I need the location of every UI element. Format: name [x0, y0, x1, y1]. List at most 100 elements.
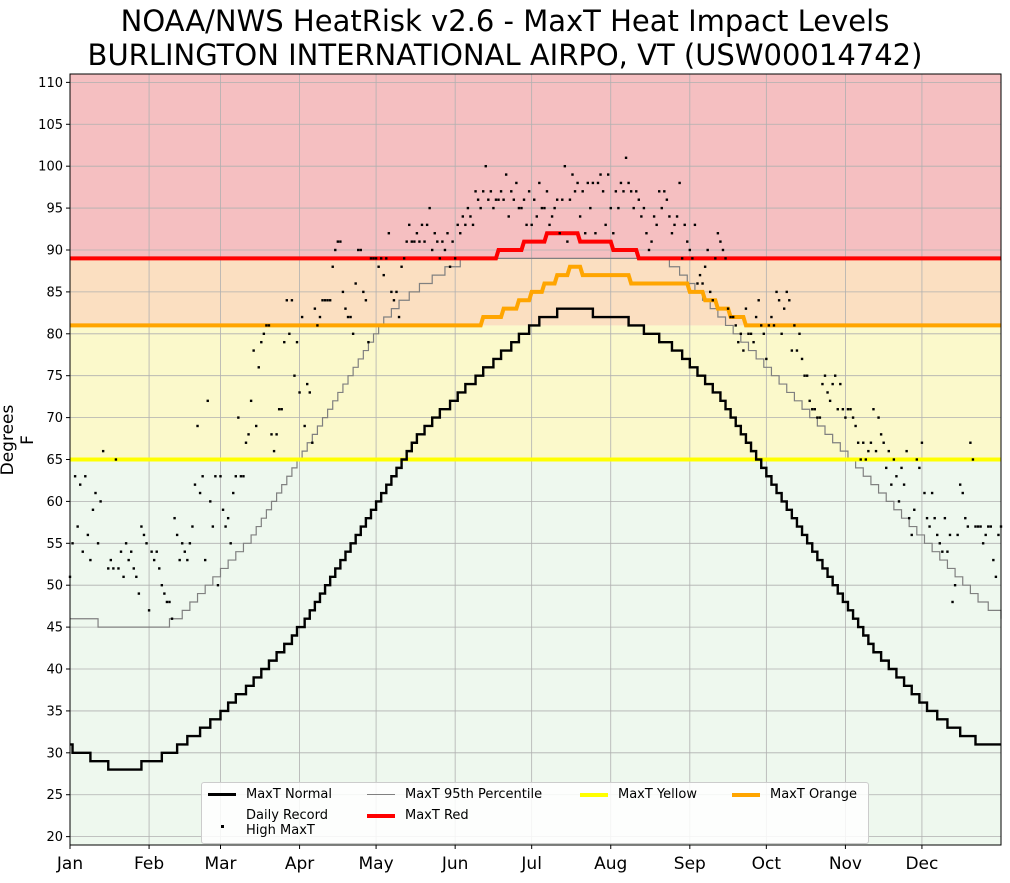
record-high-point [303, 424, 306, 428]
record-high-point [887, 449, 890, 453]
record-high-point [752, 340, 755, 344]
record-high-point [987, 525, 990, 528]
record-high-point [451, 240, 454, 243]
legend-entry-normal: MaxT Normal [208, 787, 332, 802]
record-high-point [821, 382, 824, 386]
legend-entry-yellow: MaxT Yellow [580, 787, 697, 802]
record-high-point [749, 332, 753, 335]
x-tick-label: Jan [56, 854, 83, 874]
record-high-point [652, 215, 656, 218]
record-high-point [953, 584, 957, 587]
record-high-point [446, 232, 449, 235]
record-high-point [170, 617, 174, 620]
record-high-point [834, 374, 837, 377]
record-high-point [658, 190, 661, 193]
record-high-point [413, 240, 416, 243]
legend-label-record-line1: Daily Record [246, 808, 328, 823]
record-high-point [663, 190, 666, 193]
record-high-point [453, 257, 457, 260]
record-high-point [328, 299, 332, 302]
record-high-point [79, 483, 82, 486]
record-high-point [290, 299, 294, 302]
record-high-point [586, 181, 589, 185]
record-high-point [234, 475, 237, 478]
record-high-point [660, 206, 663, 210]
record-high-point [655, 223, 658, 227]
record-high-point [545, 190, 549, 193]
record-high-point [405, 240, 408, 243]
legend-label-normal: MaxT Normal [246, 787, 332, 802]
record-high-point [367, 340, 370, 344]
record-high-point [913, 508, 916, 511]
x-tick-label: Nov [829, 854, 862, 874]
record-high-point [203, 558, 207, 562]
record-high-point [701, 282, 704, 285]
record-high-point [308, 391, 311, 394]
record-high-point [762, 332, 765, 335]
record-high-point [879, 433, 883, 436]
record-high-point [680, 257, 684, 260]
record-high-point [686, 240, 689, 243]
record-high-point [635, 190, 638, 193]
record-high-point [640, 215, 643, 218]
record-high-point [456, 223, 459, 227]
record-high-point [530, 223, 533, 227]
record-high-point [311, 441, 314, 444]
record-high-point [147, 609, 151, 612]
record-high-point [566, 240, 569, 243]
record-high-point [885, 466, 888, 470]
record-high-point [443, 248, 447, 252]
record-high-point [461, 215, 465, 218]
record-high-point [160, 584, 164, 587]
record-high-point [892, 458, 896, 461]
record-high-point [788, 299, 791, 302]
record-high-point [688, 248, 692, 252]
record-high-point [729, 315, 732, 319]
record-high-point [326, 299, 329, 302]
record-high-point [831, 382, 834, 386]
record-high-point [691, 257, 694, 260]
legend-entry-p95: MaxT 95th Percentile [367, 787, 542, 802]
record-high-point [476, 198, 480, 201]
record-high-point [553, 206, 556, 210]
record-high-point [155, 550, 158, 553]
record-high-point [548, 223, 551, 227]
record-high-point [719, 240, 722, 243]
record-high-point [145, 542, 148, 545]
legend-label-p95: MaxT 95th Percentile [405, 787, 543, 802]
record-high-point [790, 349, 794, 352]
record-high-point [359, 248, 362, 252]
record-high-point [242, 475, 245, 478]
record-high-point [606, 173, 610, 176]
record-high-point [576, 181, 579, 185]
x-tick-label: Sep [674, 854, 706, 874]
x-tick-label: Jul [520, 854, 542, 874]
record-high-point [469, 215, 472, 218]
record-high-point [522, 198, 526, 201]
record-high-point [504, 173, 508, 176]
record-high-point [780, 332, 783, 335]
y-tick-label: 60 [46, 495, 63, 510]
record-high-point [785, 290, 788, 294]
record-high-point [561, 198, 564, 201]
record-high-point [591, 181, 595, 185]
record-high-point [369, 257, 373, 260]
record-high-point [107, 567, 110, 570]
record-high-point [558, 232, 561, 235]
record-high-point [73, 475, 77, 478]
record-high-point [678, 181, 681, 185]
record-high-point [693, 223, 697, 227]
record-high-point [178, 558, 181, 562]
record-high-point [423, 240, 426, 243]
record-high-point [206, 399, 209, 403]
legend-label-record-line2: High MaxT [246, 823, 315, 838]
record-high-point [175, 533, 179, 537]
record-high-point [89, 558, 92, 562]
record-high-point [433, 232, 436, 235]
record-high-point [622, 190, 625, 193]
legend-entry-orange: MaxT Orange [732, 787, 857, 802]
legend-label-yellow: MaxT Yellow [618, 787, 697, 802]
record-high-point [306, 382, 309, 386]
record-high-point [624, 156, 628, 160]
